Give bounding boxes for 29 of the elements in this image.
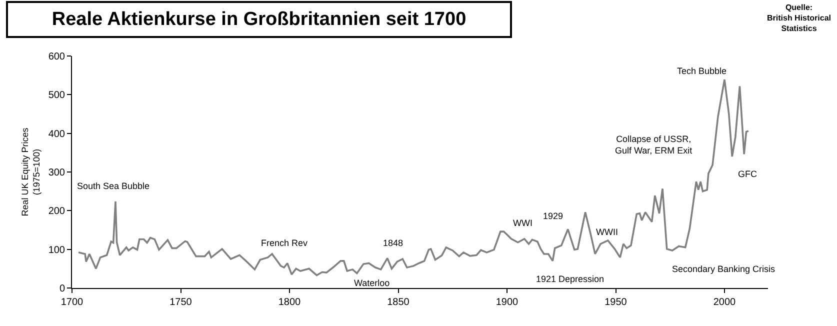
y-tick-label: 300	[48, 168, 66, 178]
x-tick-label: 1750	[170, 297, 192, 308]
annotation: Secondary Banking Crisis	[672, 264, 776, 274]
y-tick-label: 0	[59, 284, 66, 294]
annotation: 1921 Depression	[536, 274, 604, 284]
y-axis-title: Real UK Equity Prices (1975=100)	[20, 127, 42, 216]
annotation: 1929	[543, 211, 564, 221]
annotation: WWI	[513, 218, 532, 228]
y-tick-label: 600	[48, 52, 66, 62]
y-tick-label: 500	[48, 90, 66, 102]
x-tick-label: 1950	[604, 297, 628, 308]
annotation: Collapse of USSR, Gulf War, ERM Exit	[615, 134, 693, 156]
source-note: Quelle: British Historical Statistics	[767, 3, 832, 33]
chart-title: Reale Aktienkurse in Großbritannien seit 1700	[52, 9, 466, 30]
annotation: Tech Bubble	[677, 66, 727, 76]
y-tick-label: 100	[48, 244, 66, 256]
annotation: WWII	[596, 227, 618, 237]
y-tick-label: 400	[48, 128, 66, 140]
x-tick-label: 1850	[387, 297, 410, 308]
annotation: Waterloo	[354, 278, 390, 288]
y-tick-label: 200	[48, 206, 66, 218]
annotation: South Sea Bubble	[77, 181, 150, 191]
annotation: GFC	[738, 169, 758, 179]
annotation: 1848	[383, 238, 404, 248]
x-tick-label: 1800	[278, 297, 302, 308]
x-tick-label: 1700	[60, 297, 84, 308]
x-tick-label: 1900	[496, 297, 519, 308]
annotation: French Rev	[261, 238, 308, 248]
x-tick-label: 2000	[713, 297, 736, 308]
